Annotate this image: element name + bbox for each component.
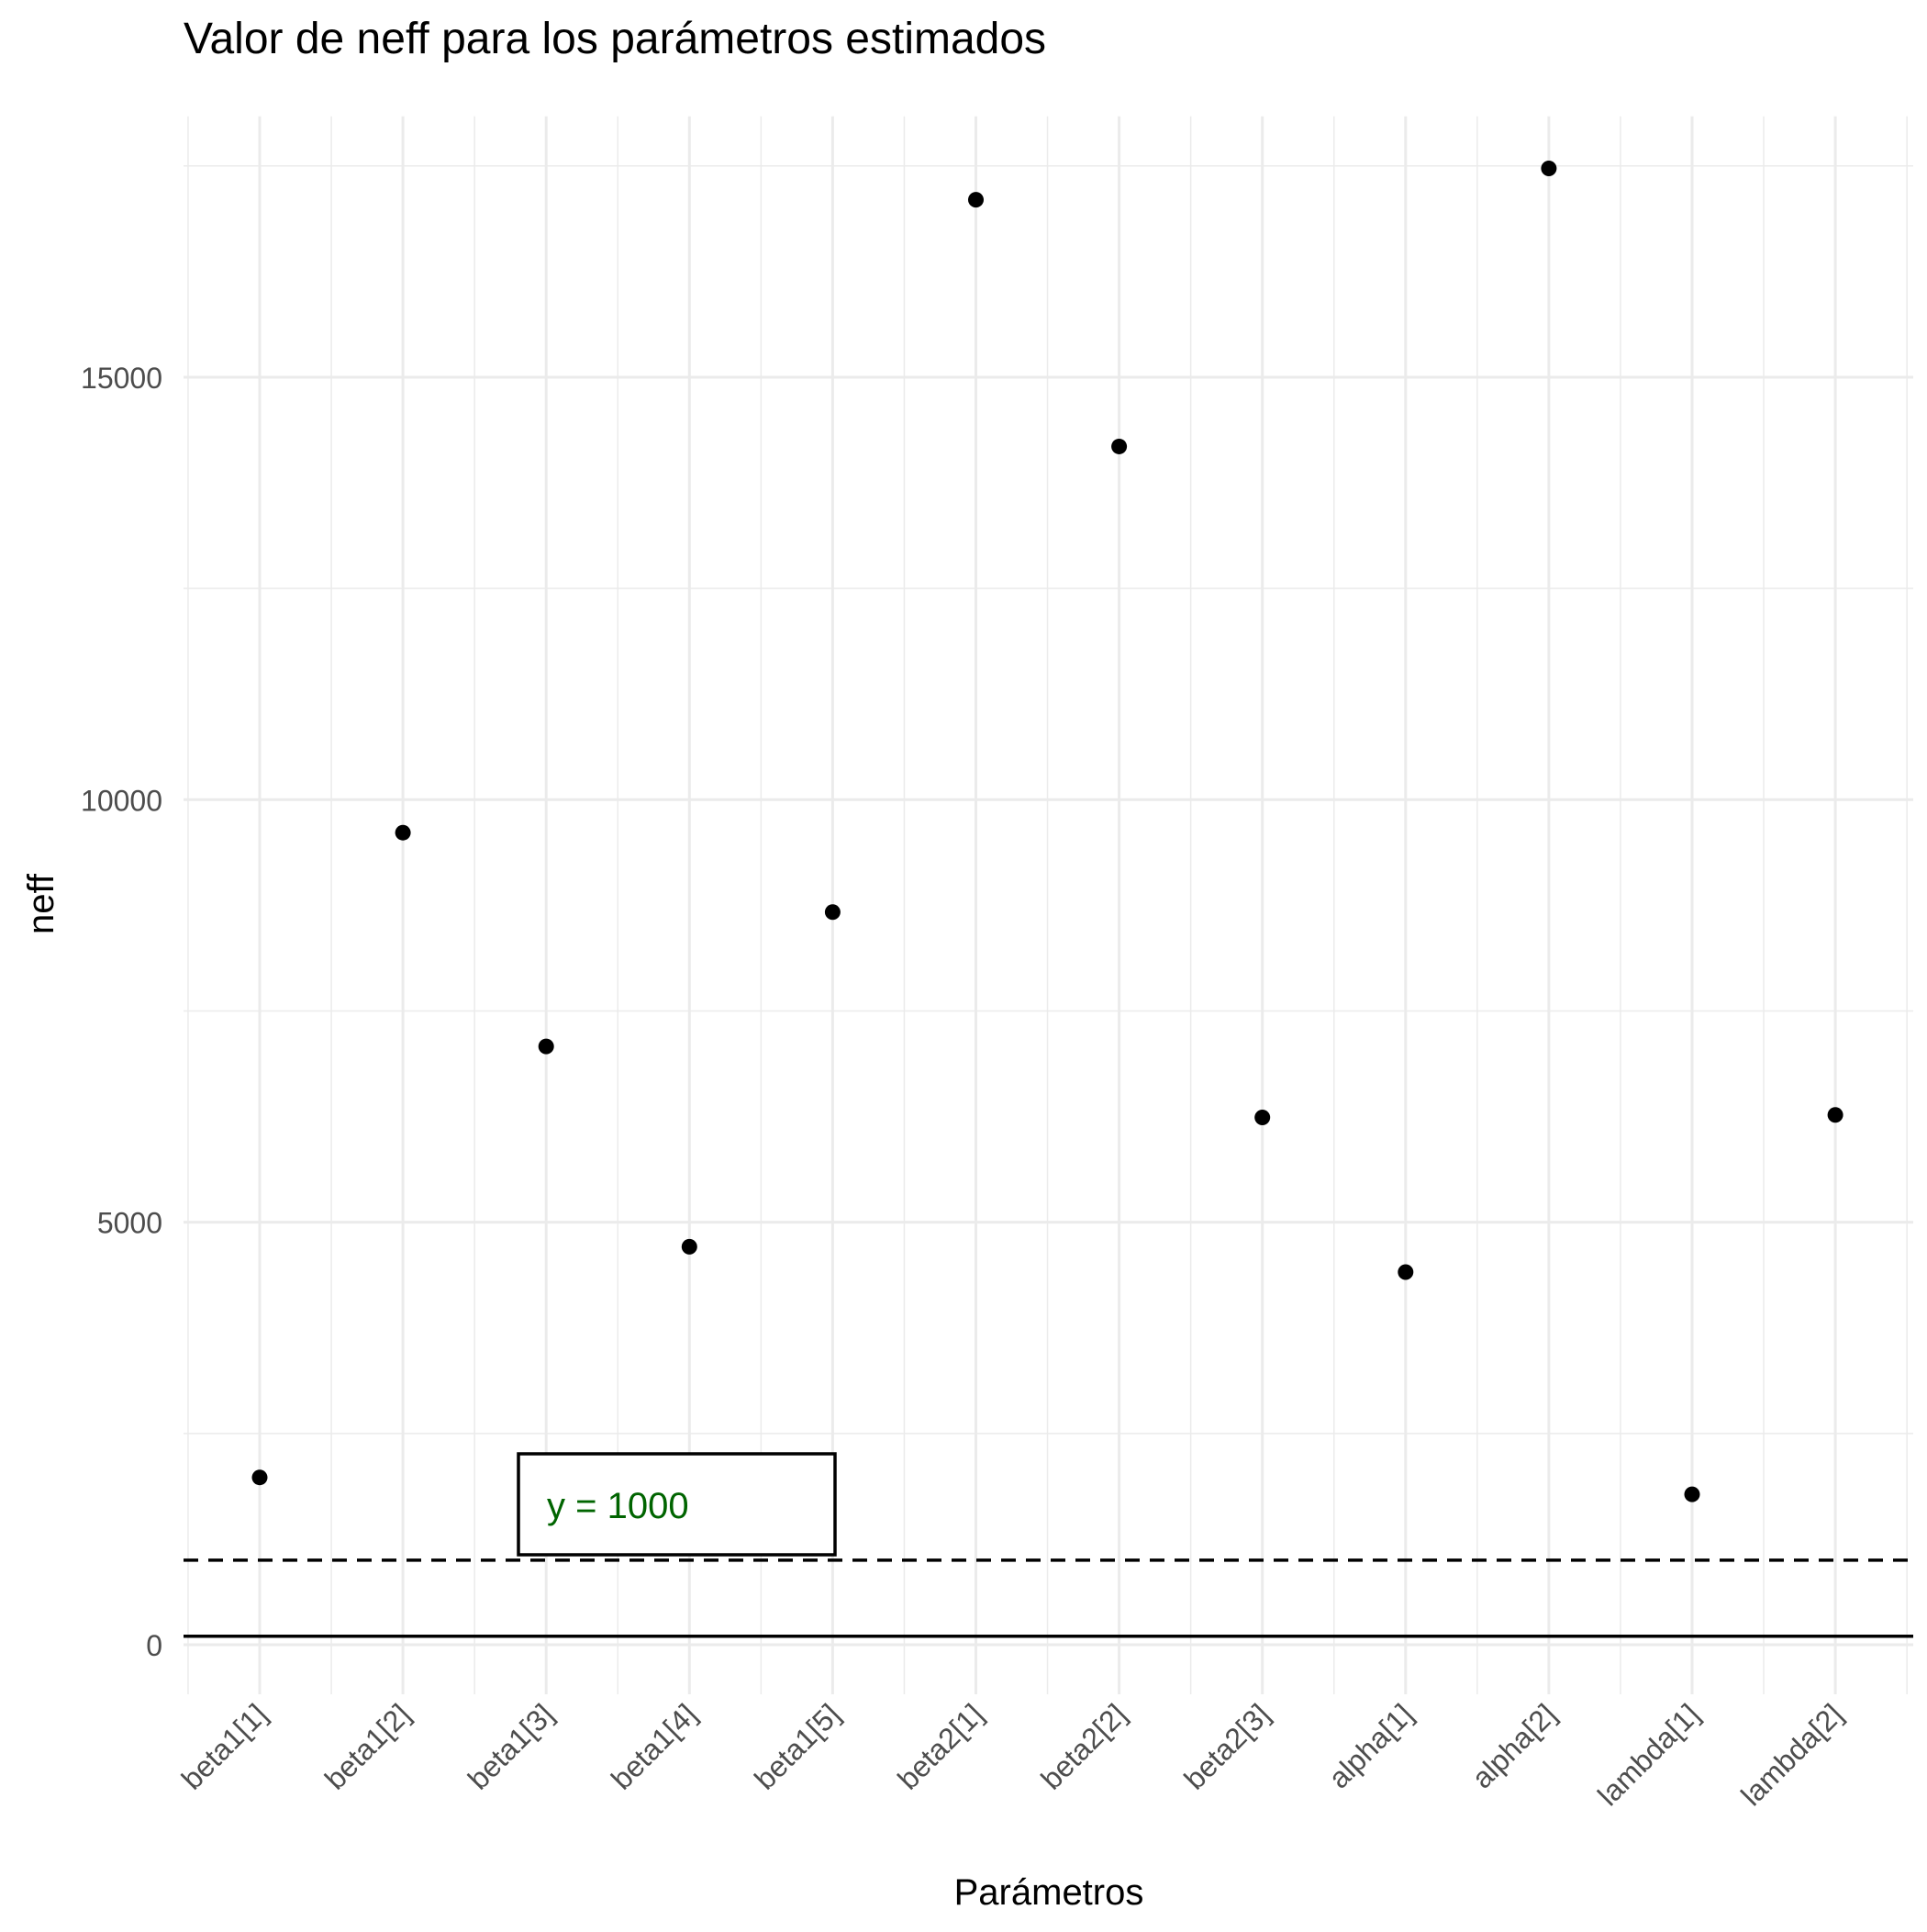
data-point bbox=[251, 1469, 268, 1486]
y-axis-label: neff bbox=[21, 873, 61, 934]
y-tick-label: 0 bbox=[146, 1629, 162, 1662]
data-point bbox=[1541, 161, 1557, 177]
x-tick-label: lambda[1] bbox=[1591, 1697, 1706, 1812]
annotation-box bbox=[517, 1452, 837, 1557]
x-tick-label: beta1[4] bbox=[605, 1697, 703, 1795]
data-point bbox=[1254, 1109, 1271, 1125]
annotation-label: y = 1000 bbox=[547, 1486, 689, 1526]
x-tick-label: beta1[5] bbox=[748, 1697, 846, 1795]
x-tick-label: beta1[1] bbox=[175, 1697, 273, 1795]
y-tick-label: 10000 bbox=[81, 784, 162, 817]
x-tick-label: beta1[3] bbox=[462, 1697, 560, 1795]
x-axis-label: Parámetros bbox=[954, 1872, 1144, 1913]
data-point bbox=[824, 904, 841, 921]
y-tick-label: 5000 bbox=[97, 1207, 162, 1240]
annotation: y = 1000 bbox=[517, 1452, 837, 1557]
x-tick-label: alpha[2] bbox=[1465, 1697, 1563, 1794]
data-points bbox=[251, 161, 1843, 1502]
data-point bbox=[968, 192, 984, 208]
data-point bbox=[1398, 1264, 1414, 1280]
data-point bbox=[1684, 1486, 1700, 1502]
data-point bbox=[395, 824, 411, 841]
data-point bbox=[1827, 1107, 1843, 1123]
chart-title: Valor de neff para los parámetros estima… bbox=[184, 15, 1046, 63]
x-axis-ticks: beta1[1] beta1[2] beta1[3] beta1[4] beta1[5]… bbox=[175, 1697, 1849, 1812]
data-point bbox=[1111, 438, 1128, 454]
y-axis-ticks: 0 5000 10000 15000 bbox=[81, 362, 162, 1662]
x-tick-label: alpha[1] bbox=[1322, 1697, 1420, 1794]
x-tick-label: lambda[2] bbox=[1734, 1697, 1849, 1812]
y-tick-label: 15000 bbox=[81, 362, 162, 395]
x-tick-label: beta2[1] bbox=[891, 1697, 989, 1795]
data-point bbox=[681, 1238, 697, 1255]
data-point bbox=[538, 1038, 554, 1055]
grid bbox=[184, 116, 1913, 1695]
reference-lines bbox=[184, 1558, 1913, 1638]
x-tick-label: beta2[2] bbox=[1034, 1697, 1132, 1795]
x-tick-label: beta1[2] bbox=[318, 1697, 417, 1795]
x-tick-label: beta2[3] bbox=[1177, 1697, 1275, 1795]
